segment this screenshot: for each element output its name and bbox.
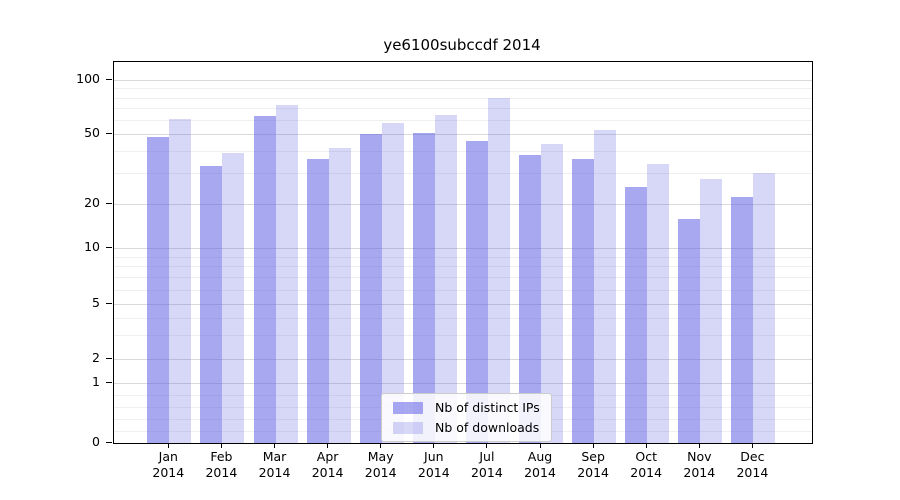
gridline-major (114, 248, 812, 250)
gridline-minor (114, 277, 812, 279)
y-tick-mark (106, 78, 112, 80)
x-tick-mark (645, 444, 647, 448)
y-tick-label: 0 (92, 434, 100, 449)
y-tick-label: 1 (92, 374, 100, 390)
x-tick-label: Aug 2014 (524, 449, 556, 480)
y-tick-label: 2 (92, 350, 100, 366)
y-tick-mark (106, 357, 112, 359)
gridline-major (114, 80, 812, 81)
bar-downloads (275, 104, 298, 443)
y-tick-mark (106, 132, 112, 134)
bar-downloads (541, 144, 563, 443)
bar-distinct-ips (200, 166, 223, 443)
x-tick-label: Nov 2014 (683, 449, 716, 480)
x-tick-mark (539, 444, 541, 448)
gridline-major (114, 383, 812, 385)
x-tick-mark (274, 444, 275, 448)
gridline-minor (114, 120, 812, 121)
bar-downloads (434, 115, 457, 443)
bar-downloads (169, 118, 192, 443)
bar-downloads (647, 163, 670, 443)
gridline-minor (114, 289, 812, 291)
y-tick-mark (106, 202, 112, 204)
y-tick-mark (106, 381, 112, 383)
bar-distinct-ips (306, 159, 329, 443)
bar-distinct-ips (625, 187, 648, 443)
bar-downloads (700, 178, 723, 443)
legend-swatch-distinct-ips (393, 401, 423, 414)
legend-label: Nb of distinct IPs (435, 400, 540, 415)
x-tick-mark (167, 444, 169, 448)
gridline-minor (114, 97, 812, 99)
x-tick-label: Jul 2014 (470, 449, 503, 480)
gridline-minor (114, 256, 812, 258)
bar-distinct-ips (465, 140, 488, 443)
legend: Nb of distinct IPs Nb of downloads (381, 393, 552, 442)
gridline-major (114, 204, 812, 206)
gridline-major (114, 304, 812, 306)
gridline-minor (114, 173, 812, 175)
gridline-minor (114, 151, 812, 153)
y-tick-label: 10 (84, 239, 100, 255)
x-tick-label: Apr 2014 (311, 449, 344, 480)
bar-downloads (328, 147, 351, 443)
x-tick-label: Mar 2014 (258, 449, 291, 480)
bar-distinct-ips (359, 134, 382, 443)
x-tick-label: Feb 2014 (205, 449, 238, 480)
bar-downloads (594, 129, 617, 443)
gridline-major (114, 359, 812, 361)
bar-downloads (753, 173, 776, 443)
gridline-minor (114, 335, 812, 336)
y-tick-mark (106, 441, 112, 443)
x-tick-mark (327, 444, 329, 448)
bar-distinct-ips (731, 197, 754, 443)
y-tick-mark (106, 246, 112, 248)
x-tick-label: Oct 2014 (630, 449, 663, 480)
x-tick-label: Dec 2014 (736, 449, 769, 480)
x-tick-label: Jun 2014 (417, 449, 450, 480)
legend-item-distinct-ips: Nb of distinct IPs (393, 400, 540, 415)
x-tick-label: May 2014 (364, 449, 397, 480)
bar-distinct-ips (519, 155, 541, 443)
plot-area: Nb of distinct IPs Nb of downloads (113, 61, 813, 444)
x-tick-mark (380, 444, 382, 448)
gridline-minor (114, 266, 812, 268)
x-tick-label: Jan 2014 (152, 449, 185, 480)
y-tick-label: 100 (76, 71, 100, 86)
bar-downloads (381, 122, 404, 443)
y-tick-label: 5 (92, 295, 100, 311)
x-tick-mark (433, 444, 435, 448)
gridline-minor (114, 107, 812, 109)
bar-distinct-ips (572, 159, 595, 443)
bar-downloads (222, 153, 245, 443)
x-tick-label: Sep 2014 (577, 449, 609, 480)
bar-distinct-ips (253, 116, 276, 443)
gridline-major (114, 134, 812, 136)
y-tick-label: 20 (84, 195, 100, 211)
chart-title: ye6100subccdf 2014 (383, 36, 541, 54)
y-tick-mark (106, 302, 112, 304)
x-tick-mark (220, 444, 222, 448)
x-tick-mark (486, 444, 488, 448)
x-tick-mark (698, 444, 700, 448)
bar-distinct-ips (412, 132, 435, 443)
bar-downloads (487, 97, 510, 443)
bar-distinct-ips (147, 137, 170, 443)
legend-swatch-downloads (393, 421, 423, 434)
gridline-minor (114, 88, 812, 90)
x-tick-mark (592, 444, 594, 448)
y-tick-label: 50 (84, 125, 100, 141)
legend-item-downloads: Nb of downloads (393, 420, 540, 435)
legend-label: Nb of downloads (435, 420, 540, 435)
bar-distinct-ips (678, 218, 701, 443)
gridline-minor (114, 317, 812, 319)
x-tick-mark (751, 444, 753, 448)
